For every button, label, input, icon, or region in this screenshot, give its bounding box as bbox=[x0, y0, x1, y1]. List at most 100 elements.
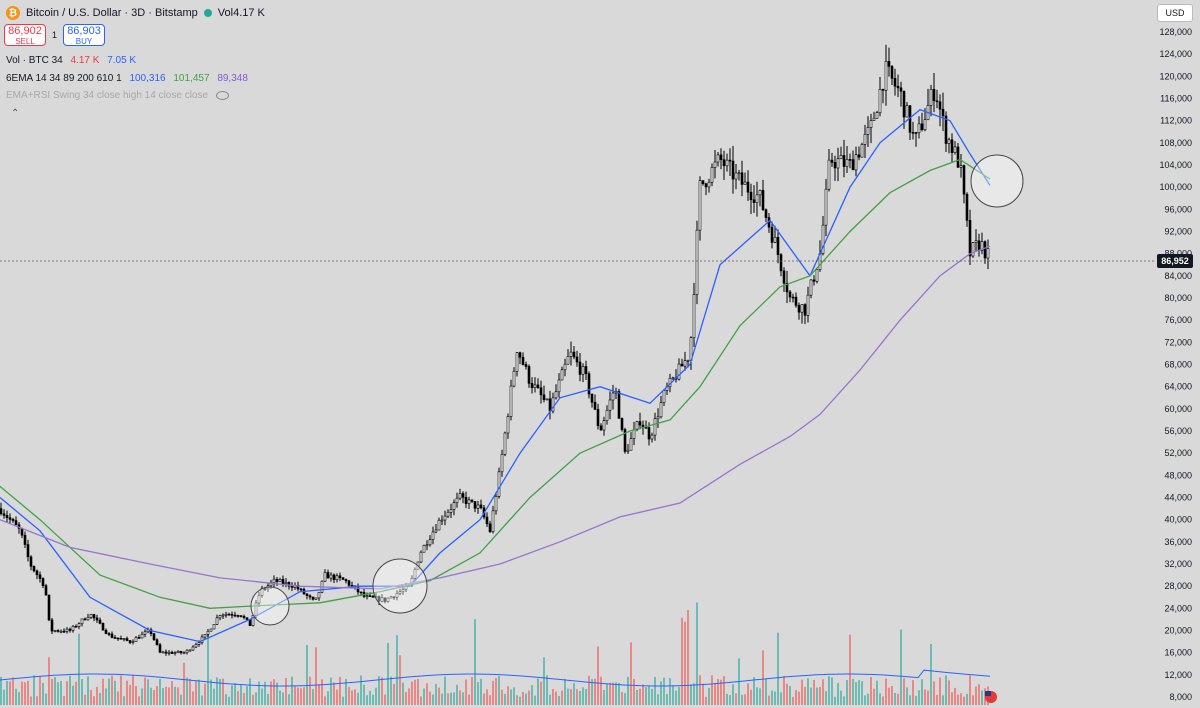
collapse-legend-icon[interactable]: ⌃ bbox=[11, 108, 20, 119]
volume-bar bbox=[603, 690, 605, 705]
volume-bar bbox=[333, 682, 335, 705]
volume-bar bbox=[501, 689, 503, 705]
candle-body bbox=[701, 180, 705, 184]
price-tick-label: 88,000 bbox=[1164, 249, 1192, 259]
candle-body bbox=[455, 497, 459, 503]
symbol-title[interactable]: Bitcoin / U.S. Dollar · 3D · Bitstamp bbox=[26, 7, 198, 19]
candle-body bbox=[212, 624, 216, 630]
annotation-circle[interactable] bbox=[372, 558, 428, 614]
buy-button[interactable]: 86,903 BUY bbox=[63, 24, 106, 46]
candle-body bbox=[422, 545, 426, 553]
candle-body bbox=[917, 123, 921, 134]
candle-body bbox=[596, 408, 600, 427]
volume-bar bbox=[399, 655, 401, 705]
volume-bar bbox=[84, 694, 86, 705]
volume-bar bbox=[405, 692, 407, 705]
volume-bar bbox=[279, 690, 281, 705]
rsi-indicator-legend[interactable]: EMA+RSI Swing 34 close high 14 close clo… bbox=[6, 90, 234, 101]
volume-bar bbox=[879, 693, 881, 705]
volume-bar bbox=[330, 677, 332, 705]
candle-body bbox=[236, 615, 240, 617]
candle-body bbox=[686, 360, 690, 362]
candle-body bbox=[815, 269, 819, 282]
volume-bar bbox=[927, 690, 929, 705]
volume-bar bbox=[609, 682, 611, 705]
candle-body bbox=[119, 637, 123, 640]
volume-bar bbox=[351, 690, 353, 705]
candle-body bbox=[413, 568, 417, 579]
volume-bar bbox=[474, 619, 476, 705]
candle-body bbox=[797, 305, 801, 313]
volume-bar bbox=[777, 632, 779, 705]
annotation-circle[interactable] bbox=[250, 586, 290, 626]
volume-bar bbox=[840, 690, 842, 705]
candle-body bbox=[791, 296, 795, 299]
volume-bar bbox=[915, 695, 917, 705]
volume-bar bbox=[213, 688, 215, 705]
candle-body bbox=[395, 593, 399, 598]
volume-bar bbox=[906, 687, 908, 705]
volume-bar bbox=[882, 696, 884, 705]
candle-body bbox=[782, 270, 786, 284]
candle-body bbox=[326, 572, 330, 579]
candle-body bbox=[263, 588, 267, 590]
volume-bar bbox=[699, 675, 701, 705]
volume-bar bbox=[594, 678, 596, 705]
volume-bar bbox=[150, 687, 152, 705]
sell-button[interactable]: 86,902 SELL bbox=[4, 24, 46, 46]
volume-bar bbox=[387, 642, 389, 705]
volume-bar bbox=[141, 688, 143, 705]
eye-hidden-icon[interactable] bbox=[215, 90, 229, 100]
volume-bar bbox=[849, 634, 851, 705]
candle-body bbox=[317, 591, 321, 599]
trade-panel: 86,902 SELL 1 86,903 BUY bbox=[4, 24, 106, 46]
volume-bar bbox=[510, 689, 512, 705]
ema-indicator-legend[interactable]: 6EMA 14 34 89 200 610 1 100,316 101,457 … bbox=[6, 73, 253, 84]
volume-bar bbox=[822, 679, 824, 705]
candle-body bbox=[887, 61, 891, 67]
annotation-circles[interactable] bbox=[250, 154, 1024, 626]
candle-body bbox=[377, 596, 381, 602]
volume-bar bbox=[768, 695, 770, 705]
volume-bar bbox=[270, 681, 272, 705]
volume-bar bbox=[159, 678, 161, 705]
candle-body bbox=[746, 181, 750, 193]
volume-bar bbox=[492, 680, 494, 705]
volume-bar bbox=[303, 687, 305, 705]
candle-body bbox=[167, 651, 171, 654]
candle-body bbox=[122, 638, 126, 640]
volume-bar bbox=[207, 634, 209, 705]
volume-bar bbox=[894, 692, 896, 705]
buy-price: 86,903 bbox=[67, 25, 101, 37]
candle-body bbox=[509, 385, 513, 417]
candle-body bbox=[332, 574, 336, 581]
candle-body bbox=[713, 161, 717, 168]
volume-indicator-legend[interactable]: Vol · BTC 34 4.17 K 7.05 K bbox=[6, 55, 141, 66]
volume-bar bbox=[336, 689, 338, 705]
currency-button[interactable]: USD bbox=[1157, 4, 1193, 22]
candle-body bbox=[638, 421, 642, 426]
candle-body bbox=[827, 159, 831, 190]
volume-bar bbox=[834, 696, 836, 705]
market-status-icon bbox=[203, 9, 212, 17]
volume-bar bbox=[297, 687, 299, 705]
volume-bar bbox=[171, 681, 173, 705]
candle-body bbox=[953, 146, 957, 153]
candle-body bbox=[275, 578, 279, 582]
volume-bar bbox=[99, 692, 101, 705]
volume-bar bbox=[243, 692, 245, 705]
volume-bar bbox=[354, 689, 356, 705]
candle-body bbox=[35, 570, 39, 576]
volume-bar bbox=[519, 696, 521, 705]
candle-body bbox=[680, 363, 684, 367]
candle-body bbox=[65, 628, 69, 632]
annotation-circle[interactable] bbox=[970, 154, 1024, 208]
candle-body bbox=[788, 291, 792, 298]
candle-body bbox=[707, 181, 711, 188]
volume-bar bbox=[111, 675, 113, 705]
volume-bar bbox=[285, 677, 287, 705]
price-axis[interactable]: 128,000 124,000 120,000 116,000 112,000 108,0… bbox=[1159, 27, 1192, 702]
volume-bar bbox=[645, 687, 647, 705]
volume-bar bbox=[552, 688, 554, 705]
